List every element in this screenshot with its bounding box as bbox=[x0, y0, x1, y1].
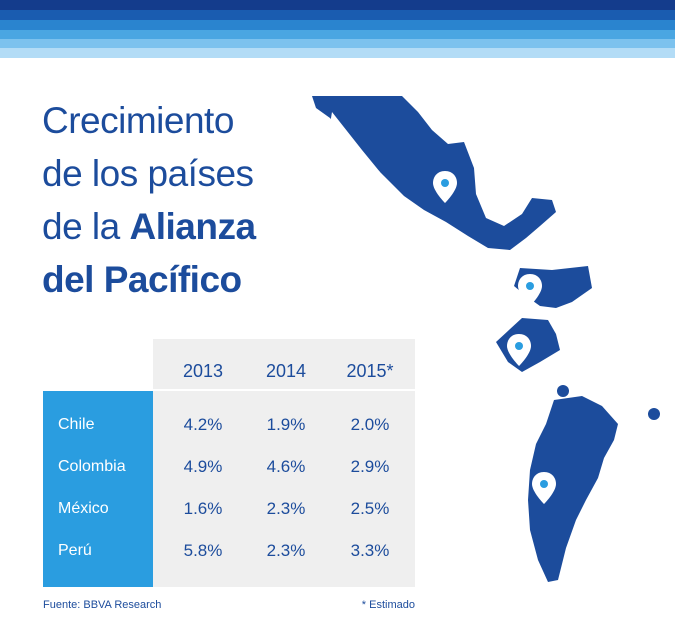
title-line-3: de la Alianza bbox=[42, 200, 312, 253]
south-america-shape bbox=[528, 396, 618, 582]
map-pin-icon bbox=[518, 274, 542, 306]
table-cell: 1.9% bbox=[266, 415, 306, 434]
table-background bbox=[153, 339, 415, 587]
table-cell: 4.2% bbox=[183, 415, 223, 434]
map-pin-icon bbox=[532, 472, 556, 504]
table-cell: 2.5% bbox=[350, 499, 390, 518]
stripe bbox=[0, 39, 675, 48]
map-pin-icon bbox=[507, 334, 531, 366]
column-header: 2015* bbox=[346, 361, 394, 381]
title-line-1: Crecimiento bbox=[42, 100, 234, 141]
stripe bbox=[0, 20, 675, 30]
estimate-note: * Estimado bbox=[361, 599, 415, 611]
page-title: Crecimiento de los países de la Alianza … bbox=[42, 94, 312, 306]
stripe bbox=[0, 30, 675, 39]
stripe bbox=[0, 48, 675, 58]
title-line-2: de los países bbox=[42, 153, 254, 194]
island-dot bbox=[648, 408, 660, 420]
table-cell: 2.3% bbox=[266, 541, 306, 560]
table-cell: 3.3% bbox=[350, 541, 390, 560]
header-stripes bbox=[0, 0, 675, 58]
title-line-3-bold: Alianza bbox=[129, 206, 257, 247]
table-header-divider bbox=[153, 389, 415, 391]
title-line-4: del Pacífico bbox=[42, 259, 242, 300]
table-cell: 4.9% bbox=[183, 457, 223, 476]
table-cell: 5.8% bbox=[183, 541, 223, 560]
row-label-column bbox=[43, 391, 153, 587]
title-line-3-prefix: de la bbox=[42, 206, 130, 247]
row-label: Chile bbox=[58, 416, 95, 433]
table-cell: 2.9% bbox=[350, 457, 390, 476]
island-dot bbox=[557, 385, 569, 397]
table-cell: 4.6% bbox=[266, 457, 306, 476]
column-header: 2014 bbox=[265, 361, 307, 381]
row-label: Colombia bbox=[58, 458, 126, 475]
mexico-shape bbox=[312, 96, 556, 250]
table-cell: 1.6% bbox=[183, 499, 223, 518]
pacific-alliance-map bbox=[312, 96, 660, 582]
row-label: México bbox=[58, 500, 109, 517]
map-pins bbox=[433, 171, 556, 504]
map-pin-icon bbox=[433, 171, 457, 203]
gulf-cutout bbox=[330, 112, 380, 176]
row-label: Perú bbox=[58, 542, 92, 559]
stripe bbox=[0, 10, 675, 20]
source-note: Fuente: BBVA Research bbox=[43, 599, 162, 611]
table-cell: 2.3% bbox=[266, 499, 306, 518]
stripe bbox=[0, 0, 675, 10]
column-header: 2013 bbox=[182, 361, 224, 381]
table-cell: 2.0% bbox=[350, 415, 390, 434]
